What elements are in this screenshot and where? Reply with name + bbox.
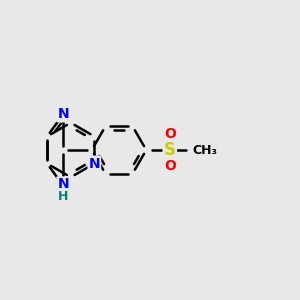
Text: O: O (164, 127, 176, 141)
Text: N: N (57, 177, 69, 191)
Text: N: N (88, 157, 100, 171)
Text: H: H (58, 190, 68, 202)
Text: N: N (57, 107, 69, 121)
Text: O: O (164, 159, 176, 173)
Text: CH₃: CH₃ (192, 143, 217, 157)
Text: S: S (164, 141, 176, 159)
